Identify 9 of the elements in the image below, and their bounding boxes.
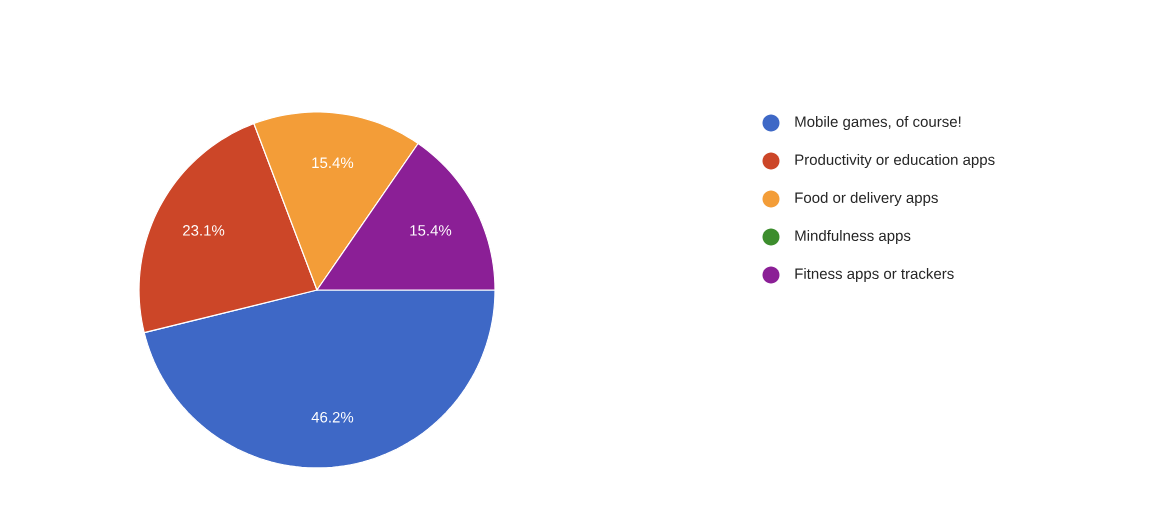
data-label: 23.1%	[183, 225, 225, 236]
legend-label: Mobile games, of course!	[795, 116, 961, 130]
legend-label: Food or delivery apps	[795, 192, 938, 206]
legend-label: Mindfulness apps	[795, 230, 911, 244]
legend-label: Productivity or education apps	[795, 154, 995, 168]
data-label: 46.2%	[311, 411, 354, 423]
data-label: 15.4%	[312, 157, 354, 169]
data-label: 15.4%	[410, 225, 452, 236]
legend-label: Fitness apps or trackers	[795, 268, 954, 282]
